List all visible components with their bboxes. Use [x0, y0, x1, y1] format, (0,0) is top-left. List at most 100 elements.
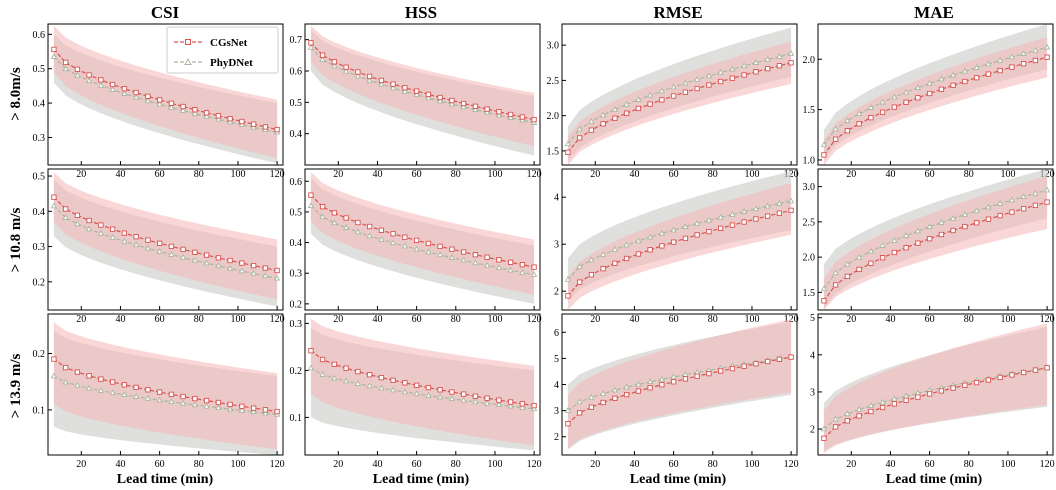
data-point-cgsnet [985, 71, 992, 77]
x-tick-label: 40 [629, 169, 639, 180]
data-point-phydnet [855, 405, 863, 412]
data-point-phydnet [599, 390, 607, 396]
data-point-phydnet [530, 405, 538, 412]
data-point-cgsnet [378, 374, 385, 381]
data-point-cgsnet [133, 89, 139, 96]
x-tick-label: 20 [590, 459, 600, 470]
data-point-phydnet [62, 214, 69, 220]
x-tick-label: 120 [784, 314, 799, 325]
data-point-phydnet [985, 203, 992, 210]
x-axis-label-csi: Lead time (min) [117, 472, 214, 487]
data-point-cgsnet [706, 82, 712, 88]
y-tick-label: 0.6 [290, 177, 303, 188]
data-point-cgsnet [588, 404, 595, 410]
data-point-phydnet [576, 398, 583, 405]
data-point-phydnet [949, 71, 957, 78]
data-point-cgsnet [239, 260, 245, 266]
data-point-phydnet [179, 253, 187, 260]
band-cgsnet [567, 183, 792, 310]
data-point-cgsnet [484, 254, 490, 260]
x-tick-label: 100 [487, 314, 502, 325]
data-point-cgsnet [682, 376, 689, 382]
data-point-cgsnet [86, 373, 92, 379]
data-point-phydnet [914, 227, 922, 234]
x-tick-label: 40 [115, 314, 125, 325]
data-point-cgsnet [331, 210, 338, 216]
data-point-cgsnet [868, 408, 874, 415]
panel-rmse-row1: 1.5 2.0 2.5 3.0 20 40 60 80 100 120 [547, 23, 799, 180]
data-point-phydnet [472, 259, 479, 266]
data-point-cgsnet [659, 382, 665, 388]
x-tick-label: 20 [333, 169, 343, 180]
data-point-cgsnet [635, 251, 642, 257]
data-point-phydnet [109, 86, 116, 92]
data-point-cgsnet [950, 385, 956, 391]
data-point-phydnet [495, 264, 503, 271]
data-point-cgsnet [950, 82, 956, 88]
data-point-phydnet [168, 251, 175, 257]
data-point-phydnet [448, 395, 456, 402]
data-point-phydnet [331, 374, 338, 381]
data-point-cgsnet [647, 385, 653, 391]
data-point-cgsnet [659, 97, 665, 103]
data-point-cgsnet [856, 121, 862, 127]
data-point-phydnet [226, 405, 234, 412]
data-point-phydnet [891, 395, 898, 402]
x-tick-label: 100 [230, 459, 245, 470]
data-point-phydnet [820, 141, 828, 148]
data-point-cgsnet [343, 215, 349, 221]
panel-hss-row2: 0.2 0.3 0.4 0.5 0.6 20 40 60 80 100 120 [290, 168, 542, 325]
data-point-cgsnet [402, 234, 408, 240]
x-tick-label: 20 [333, 314, 343, 325]
data-point-phydnet [319, 213, 326, 220]
data-point-cgsnet [250, 121, 257, 127]
data-point-cgsnet [997, 67, 1003, 74]
data-point-phydnet [973, 64, 980, 70]
x-tick-label: 120 [527, 459, 542, 470]
data-point-phydnet [844, 410, 851, 417]
y-tick-label: 0.5 [290, 207, 303, 218]
data-point-cgsnet [437, 387, 443, 393]
data-point-cgsnet [1032, 57, 1039, 64]
x-tick-label: 40 [885, 314, 895, 325]
data-point-phydnet [483, 261, 491, 268]
data-point-cgsnet [706, 228, 712, 235]
data-point-phydnet [855, 110, 863, 117]
data-point-phydnet [938, 75, 945, 82]
data-point-cgsnet [741, 363, 747, 369]
data-point-cgsnet [776, 63, 783, 69]
data-point-cgsnet [274, 408, 280, 415]
data-point-cgsnet [997, 374, 1003, 381]
data-point-phydnet [507, 266, 514, 273]
data-point-cgsnet [600, 266, 606, 272]
data-point-phydnet [914, 84, 922, 90]
data-point-cgsnet [938, 231, 945, 238]
x-axis-label-mae: Lead time (min) [886, 472, 983, 487]
data-point-phydnet [401, 242, 409, 249]
data-point-phydnet [366, 382, 373, 389]
x-tick-label: 100 [230, 169, 245, 180]
x-tick-label: 120 [1040, 169, 1055, 180]
data-point-phydnet [564, 275, 572, 282]
data-point-cgsnet [788, 60, 794, 66]
data-point-cgsnet [764, 213, 771, 219]
data-point-cgsnet [832, 424, 839, 430]
data-point-phydnet [832, 269, 839, 276]
data-point-phydnet [425, 391, 432, 398]
data-point-phydnet [109, 389, 116, 396]
data-point-cgsnet [331, 59, 338, 65]
data-point-cgsnet [215, 113, 222, 119]
data-point-cgsnet [576, 410, 583, 416]
data-point-cgsnet [635, 388, 642, 394]
data-point-phydnet [191, 401, 199, 408]
data-point-cgsnet [776, 356, 783, 362]
data-point-phydnet [215, 115, 222, 122]
data-point-cgsnet [378, 227, 385, 233]
data-point-cgsnet [856, 266, 862, 273]
x-tick-label: 120 [1040, 314, 1055, 325]
data-point-phydnet [588, 256, 595, 263]
data-point-phydnet [238, 267, 246, 274]
data-point-phydnet [472, 106, 479, 112]
data-point-phydnet [611, 386, 619, 393]
data-point-phydnet [879, 242, 886, 248]
